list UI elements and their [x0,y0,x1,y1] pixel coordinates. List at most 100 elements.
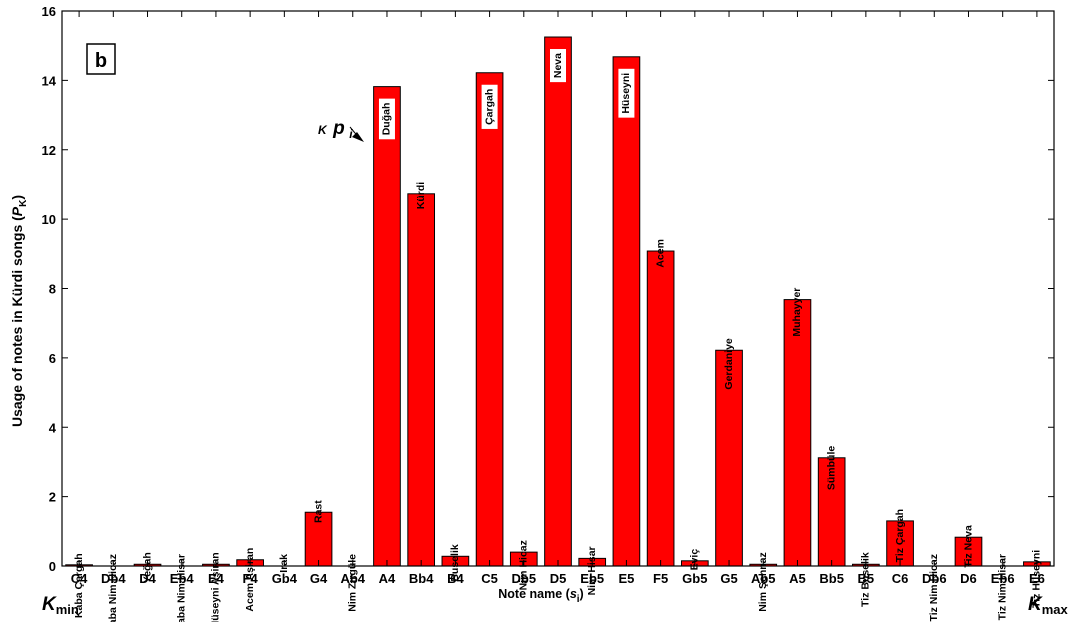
bar-A4 [373,86,401,567]
svg-text:Nim Şehnaz: Nim Şehnaz [757,552,769,612]
svg-text:K p i: K p i [318,118,353,141]
x-tick-label: D5 [550,571,567,586]
note-name-labels: Kaba Çargah Kaba Nim Hicaz Yeğah Kaba Nim H… [73,49,1043,622]
x-tick-label: Eb5 [580,571,604,586]
note-name-F5: Acem [654,239,666,268]
note-name-Eb6: Tiz Nim Hisar [996,554,1008,620]
x-tick-label: G4 [310,571,328,586]
svg-text:Duğah: Duğah [381,103,393,136]
x-axis-title: Note name (si) [498,587,583,605]
note-name-Bb5: Sümbüle [825,446,837,490]
y-tick-label: 10 [42,212,56,227]
x-tick-label: E4 [208,571,225,586]
note-name-F4: Acem Aşiran [244,548,256,612]
note-name-box [618,68,635,118]
svg-text:Neva: Neva [552,53,564,78]
note-name-B5: Tiz Buselik [860,552,872,607]
y-tick-label: 4 [49,420,57,435]
svg-text:Nim Zirgüle: Nim Zirgüle [347,554,359,612]
x-tick-label: F4 [243,571,259,586]
x-tick-label: Db6 [922,571,947,586]
note-name-D5: Neva [550,49,566,83]
svg-text:Irak: Irak [278,554,290,573]
x-tick-label: D6 [960,571,977,586]
bar-Bb5 [817,457,846,567]
x-tick-label: F5 [653,571,668,586]
note-name-box [550,49,566,83]
note-name-Gb4: Irak [278,554,290,573]
x-tick-label: C4 [71,571,88,586]
y-tick-label: 0 [49,559,56,574]
svg-text:Nim Hisar: Nim Hisar [586,546,598,595]
y-tick-label: 8 [49,282,56,297]
svg-text:Gerdaniye: Gerdaniye [723,338,735,390]
bar-E5 [612,56,641,567]
bar-D5 [544,36,572,567]
x-tick-label: B5 [858,571,875,586]
bar-G4 [304,511,333,567]
note-name-D4: Yeğah [141,552,153,583]
svg-text:Kaba Nim Hisar: Kaba Nim Hisar [176,554,188,622]
kmin-label: Kmin [42,594,79,617]
annotation-arrowhead [352,132,364,142]
svg-text:Kaba Nim Hicaz: Kaba Nim Hicaz [107,554,119,622]
kmax-label: Kmax [1028,594,1069,617]
x-tick-label: Eb4 [170,571,195,586]
x-tick-label: C5 [481,571,498,586]
y-tick-label: 12 [42,143,56,158]
note-name-D6: Tiz Neva [962,525,974,568]
note-name-C5: Çargah [481,84,498,129]
note-name-G5: Gerdaniye [723,338,735,390]
x-tick-label: Bb4 [409,571,434,586]
note-name-B4: Buselik [449,544,461,582]
note-name-E5: Hüseyni [618,68,635,118]
svg-text:Kürdi: Kürdi [415,182,427,209]
x-tick-label: A5 [789,571,806,586]
annotation-subscript: i [349,127,353,141]
svg-text:Tiz Hüseyni: Tiz Hüseyni [1031,550,1043,608]
y-tick-label: 2 [49,490,56,505]
y-axis-title: Usage of notes in Kürdi songs (PK) [9,195,29,427]
bar-A5 [783,299,812,567]
panel-letter: b [95,50,107,72]
svg-text:Hüseyni: Hüseyni [620,73,632,114]
svg-text:Acem Aşiran: Acem Aşiran [244,548,256,612]
note-name-box [481,84,498,129]
x-tick-label: Bb5 [819,571,844,586]
svg-text:Tiz Buselik: Tiz Buselik [860,552,872,607]
svg-text:Rast: Rast [312,500,324,523]
bars-layer [65,36,1051,567]
svg-text:Buselik: Buselik [449,544,461,582]
y-tick-label: 6 [49,351,56,366]
svg-text:Hüseyni Aşiran: Hüseyni Aşiran [210,552,222,622]
annotation-symbol: p [332,118,345,139]
x-tick-label: Ab4 [340,571,365,586]
note-name-Eb4: Kaba Nim Hisar [176,554,188,622]
svg-text:Tiz Neva: Tiz Neva [962,525,974,568]
svg-text:Yeğah: Yeğah [141,552,153,583]
x-tick-label: C6 [892,571,909,586]
svg-text:Tiz Çargah: Tiz Çargah [894,509,906,562]
note-name-Gb5: Eviç [689,549,701,571]
x-tick-label: Db5 [512,571,537,586]
note-name-A5: Muhayyer [791,288,803,337]
x-tick-label: D4 [139,571,156,586]
bar-Bb4 [407,193,436,567]
annotation-prefix: K [318,123,328,137]
note-name-A4: Duğah [378,98,395,140]
x-tick-label: E6 [1029,571,1045,586]
note-name-E4: Hüseyni Aşiran [210,552,222,622]
x-tick-label: Gb5 [682,571,707,586]
x-tick-label: Eb6 [991,571,1015,586]
x-tick-label: G5 [720,571,737,586]
svg-text:Çargah: Çargah [483,89,495,125]
y-tick-label: 14 [42,73,57,88]
x-tick-label: A4 [379,571,396,586]
note-name-Db5: Nim Hicaz [518,540,530,590]
svg-text:Sümbüle: Sümbüle [825,446,837,490]
bar-F5 [646,250,675,567]
x-tick-label: E5 [618,571,634,586]
note-name-Eb5: Nim Hisar [586,546,598,595]
note-name-box [378,98,395,140]
